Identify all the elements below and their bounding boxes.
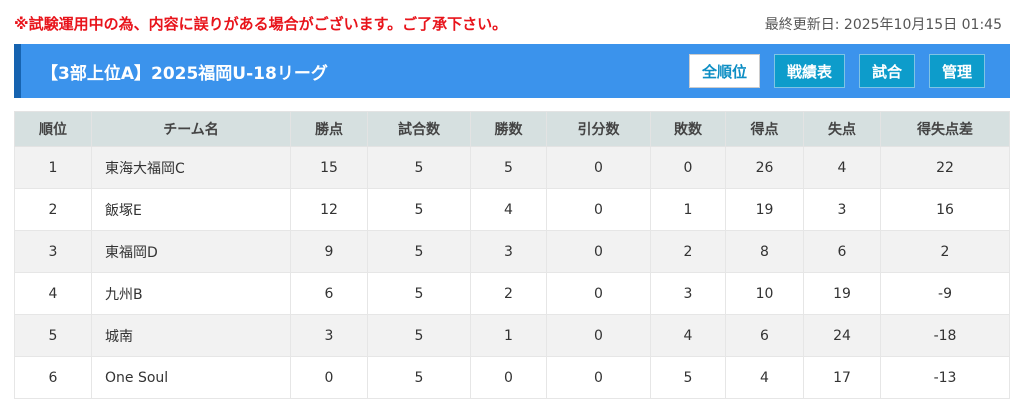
cell-wins: 0 bbox=[470, 356, 547, 399]
table-row: 1 東海大福岡C 15 5 5 0 0 26 4 22 bbox=[14, 146, 1010, 189]
cell-draws: 0 bbox=[546, 146, 651, 189]
cell-points: 6 bbox=[290, 272, 368, 315]
cell-rank: 3 bbox=[14, 230, 92, 273]
cell-team-name: One Soul bbox=[91, 356, 291, 399]
column-header-team-name: チーム名 bbox=[91, 111, 291, 147]
cell-played: 5 bbox=[367, 356, 471, 399]
table-row: 3 東福岡D 9 5 3 0 2 8 6 2 bbox=[14, 230, 1010, 273]
matches-button[interactable]: 試合 bbox=[858, 54, 915, 88]
cell-goals-against: 3 bbox=[803, 188, 881, 231]
trial-notice: ※試験運用中の為、内容に誤りがある場合がございます。ご了承下さい。 bbox=[14, 15, 508, 33]
cell-losses: 4 bbox=[650, 314, 726, 357]
cell-wins: 3 bbox=[470, 230, 547, 273]
column-header-points: 勝点 bbox=[290, 111, 368, 147]
cell-goals-for: 19 bbox=[725, 188, 804, 231]
cell-team-name: 城南 bbox=[91, 314, 291, 357]
cell-played: 5 bbox=[367, 146, 471, 189]
league-header: 【3部上位A】2025福岡U-18リーグ 全順位 戦績表 試合 管理 bbox=[14, 44, 1010, 98]
cell-points: 9 bbox=[290, 230, 368, 273]
cell-losses: 5 bbox=[650, 356, 726, 399]
cell-goal-difference: -13 bbox=[880, 356, 1010, 399]
cell-losses: 2 bbox=[650, 230, 726, 273]
cell-team-name: 飯塚E bbox=[91, 188, 291, 231]
cell-losses: 0 bbox=[650, 146, 726, 189]
column-header-goals-for: 得点 bbox=[725, 111, 804, 147]
cell-points: 15 bbox=[290, 146, 368, 189]
cell-wins: 2 bbox=[470, 272, 547, 315]
cell-wins: 5 bbox=[470, 146, 547, 189]
last-updated: 最終更新日: 2025年10月15日 01:45 bbox=[764, 17, 1002, 33]
cell-rank: 1 bbox=[14, 146, 92, 189]
cell-goals-for: 26 bbox=[725, 146, 804, 189]
cell-played: 5 bbox=[367, 230, 471, 273]
cell-points: 0 bbox=[290, 356, 368, 399]
cell-losses: 3 bbox=[650, 272, 726, 315]
table-row: 4 九州B 6 5 2 0 3 10 19 -9 bbox=[14, 272, 1010, 315]
cell-goals-for: 8 bbox=[725, 230, 804, 273]
cell-goal-difference: -9 bbox=[880, 272, 1010, 315]
cell-rank: 5 bbox=[14, 314, 92, 357]
cell-draws: 0 bbox=[546, 230, 651, 273]
cell-draws: 0 bbox=[546, 314, 651, 357]
table-row: 6 One Soul 0 5 0 0 5 4 17 -13 bbox=[14, 356, 1010, 399]
cell-goals-against: 6 bbox=[803, 230, 881, 273]
all-standings-button[interactable]: 全順位 bbox=[688, 54, 760, 88]
cell-rank: 4 bbox=[14, 272, 92, 315]
column-header-rank: 順位 bbox=[14, 111, 92, 147]
cell-played: 5 bbox=[367, 272, 471, 315]
cell-goal-difference: 2 bbox=[880, 230, 1010, 273]
league-title: 【3部上位A】2025福岡U-18リーグ bbox=[41, 63, 328, 84]
column-header-played: 試合数 bbox=[367, 111, 471, 147]
table-row: 5 城南 3 5 1 0 4 6 24 -18 bbox=[14, 314, 1010, 357]
cell-team-name: 東福岡D bbox=[91, 230, 291, 273]
cell-losses: 1 bbox=[650, 188, 726, 231]
cell-goal-difference: -18 bbox=[880, 314, 1010, 357]
column-header-wins: 勝数 bbox=[470, 111, 547, 147]
table-header-row: 順位 チーム名 勝点 試合数 勝数 引分数 敗数 得点 失点 得失点差 bbox=[14, 111, 1010, 147]
cell-wins: 1 bbox=[470, 314, 547, 357]
cell-draws: 0 bbox=[546, 272, 651, 315]
cell-rank: 6 bbox=[14, 356, 92, 399]
table-row: 2 飯塚E 12 5 4 0 1 19 3 16 bbox=[14, 188, 1010, 231]
cell-played: 5 bbox=[367, 188, 471, 231]
cell-goals-for: 6 bbox=[725, 314, 804, 357]
cell-draws: 0 bbox=[546, 356, 651, 399]
column-header-goals-against: 失点 bbox=[803, 111, 881, 147]
cell-goal-difference: 22 bbox=[880, 146, 1010, 189]
cell-goal-difference: 16 bbox=[880, 188, 1010, 231]
cell-points: 12 bbox=[290, 188, 368, 231]
column-header-draws: 引分数 bbox=[546, 111, 651, 147]
cell-goals-against: 24 bbox=[803, 314, 881, 357]
admin-button[interactable]: 管理 bbox=[928, 54, 985, 88]
cell-goals-against: 19 bbox=[803, 272, 881, 315]
cell-played: 5 bbox=[367, 314, 471, 357]
results-table-button[interactable]: 戦績表 bbox=[773, 54, 845, 88]
standings-table: 順位 チーム名 勝点 試合数 勝数 引分数 敗数 得点 失点 得失点差 1 東海大福岡C 15 5 5 0 0… bbox=[14, 111, 1010, 399]
cell-team-name: 九州B bbox=[91, 272, 291, 315]
cell-wins: 4 bbox=[470, 188, 547, 231]
cell-goals-for: 4 bbox=[725, 356, 804, 399]
cell-points: 3 bbox=[290, 314, 368, 357]
cell-rank: 2 bbox=[14, 188, 92, 231]
column-header-losses: 敗数 bbox=[650, 111, 726, 147]
cell-team-name: 東海大福岡C bbox=[91, 146, 291, 189]
cell-draws: 0 bbox=[546, 188, 651, 231]
column-header-goal-difference: 得失点差 bbox=[880, 111, 1010, 147]
cell-goals-against: 4 bbox=[803, 146, 881, 189]
cell-goals-for: 10 bbox=[725, 272, 804, 315]
cell-goals-against: 17 bbox=[803, 356, 881, 399]
